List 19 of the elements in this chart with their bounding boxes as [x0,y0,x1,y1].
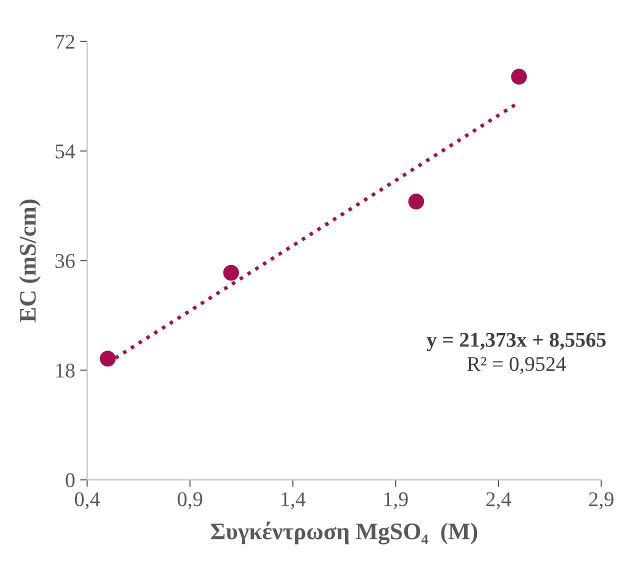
y-axis-title: EC (mS/cm) [19,200,41,322]
x-tick-label: 2,9 [589,492,614,510]
x-tick-label: 2,4 [486,492,512,510]
y-tick-label: 54 [56,144,76,158]
x-tick-label: 1,9 [384,492,408,510]
annotation: y = 21,373x + 8,5565 [426,332,606,352]
point [408,194,424,210]
y-tick-label: 36 [56,254,75,268]
point [511,68,527,85]
y-tick-label: 18 [56,364,75,378]
x-tick-label: 0,4 [74,492,100,510]
y-tick-label: 72 [56,34,74,49]
annotation: R² = 0,9524 [467,356,566,374]
x-axis-title: Συγκέντρωση MgSO₄ (M) [211,522,478,544]
y-tick-label: 0 [66,473,75,488]
x-tick-label: 1,4 [282,492,306,510]
point [100,350,116,367]
point [223,264,240,281]
x-tick-label: 0,9 [178,492,202,510]
